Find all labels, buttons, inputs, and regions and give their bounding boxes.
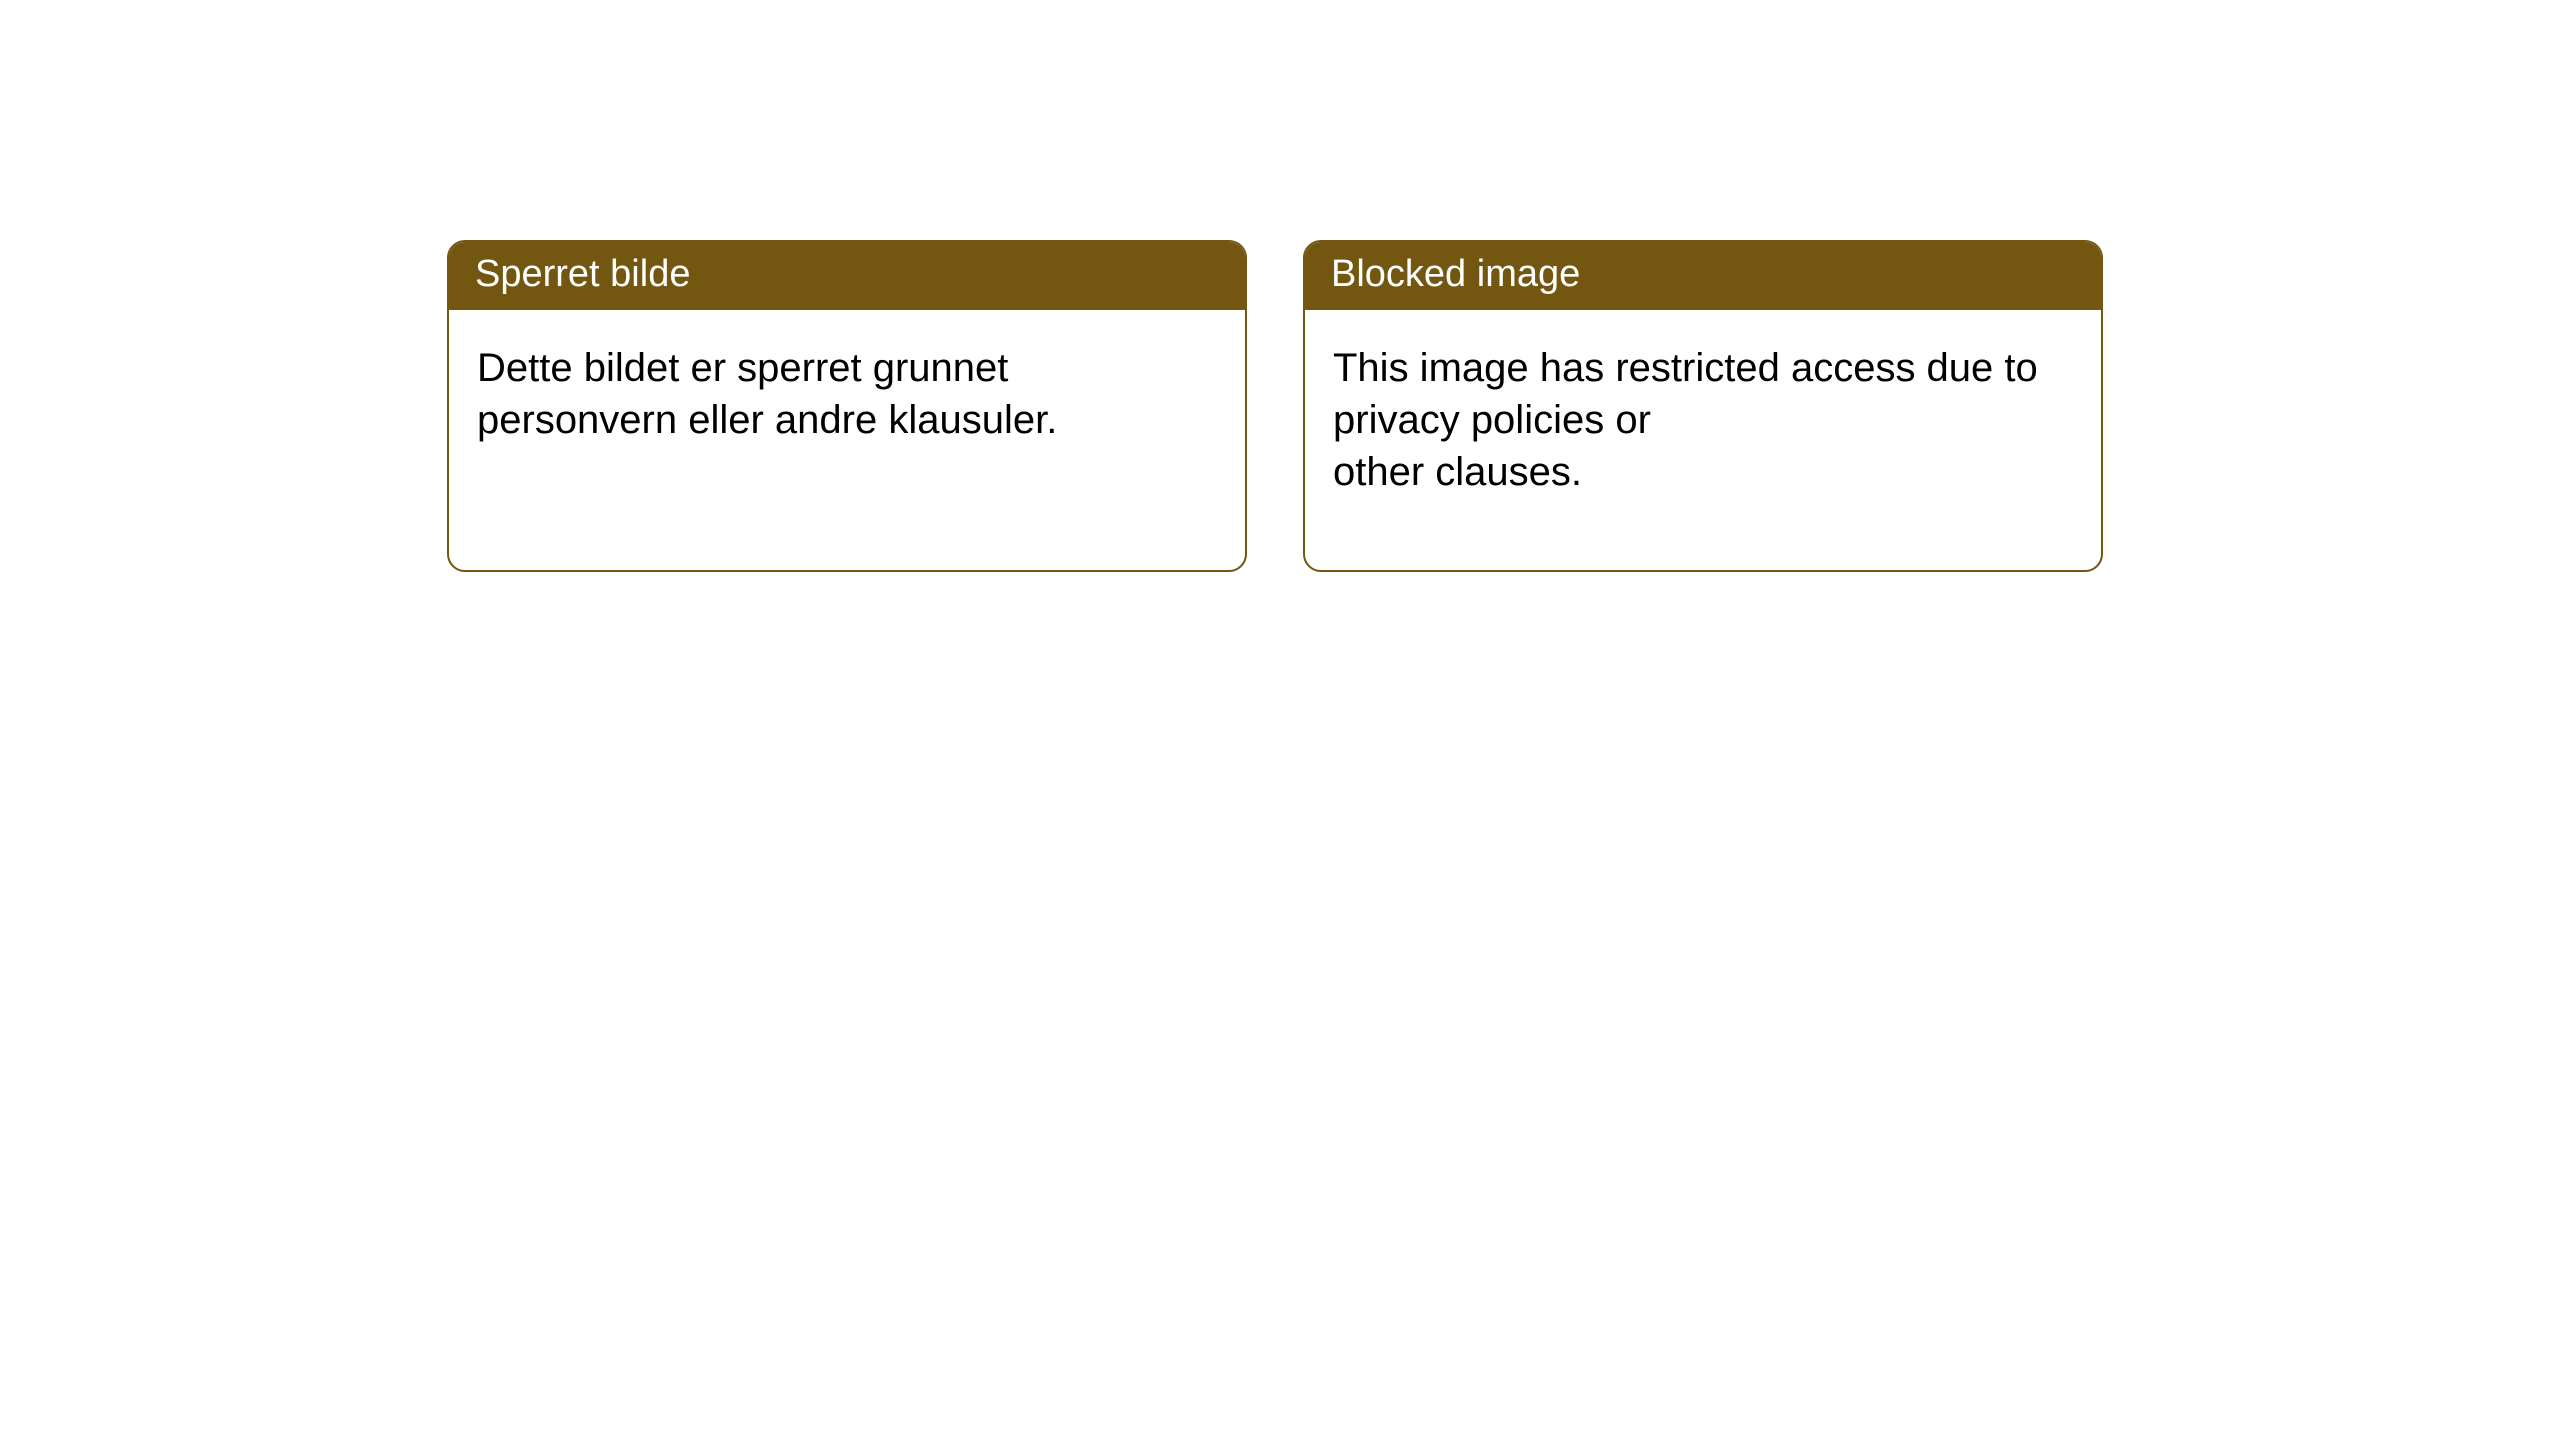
- notice-box-english: Blocked image This image has restricted …: [1303, 240, 2103, 572]
- notice-box-norwegian: Sperret bilde Dette bildet er sperret gr…: [447, 240, 1247, 572]
- notice-body: Dette bildet er sperret grunnet personve…: [449, 310, 1245, 518]
- notice-container: Sperret bilde Dette bildet er sperret gr…: [0, 0, 2560, 572]
- notice-body: This image has restricted access due to …: [1305, 310, 2101, 570]
- notice-header: Sperret bilde: [449, 242, 1245, 310]
- notice-header: Blocked image: [1305, 242, 2101, 310]
